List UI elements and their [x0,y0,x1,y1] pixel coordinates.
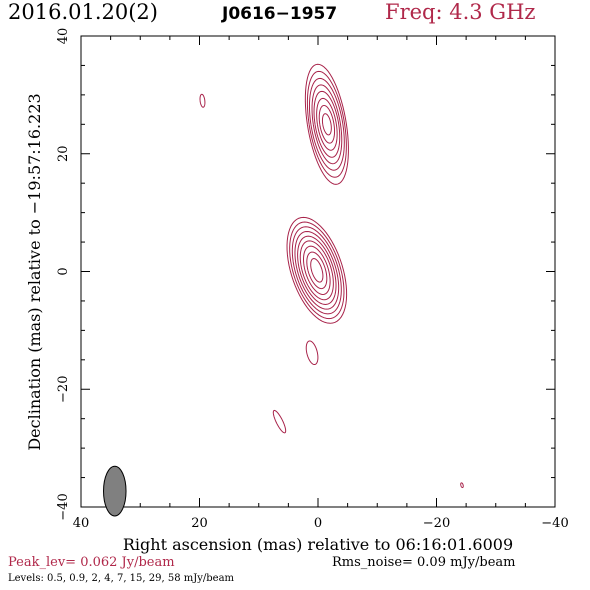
x-tick-label: −20 [423,516,450,531]
contour-component [272,409,287,434]
contour-component [286,216,348,324]
contour-ring [297,235,337,305]
contour-ring [316,97,338,151]
contour-ring [286,216,348,324]
y-tick-label: −20 [56,376,71,403]
contour-lines [199,63,464,489]
contour-ring [460,482,464,489]
contour-ring [321,113,332,136]
contour-levels: Levels: 0.5, 0.9, 2, 4, 7, 15, 29, 58 mJ… [8,573,235,584]
x-tick-label: 40 [73,516,90,531]
beam-ellipse-group [103,465,127,517]
frequency-label: Freq: 4.3 GHz [385,0,536,24]
contour-ring [308,77,345,171]
contour-component [199,93,206,108]
contour-ring [306,70,347,178]
contour-ring [302,245,331,295]
beam-ellipse [103,465,127,517]
contour-ring [313,90,341,158]
contour-component [460,482,464,489]
contour-ring [299,240,334,301]
y-tick-label: −40 [56,493,71,520]
contour-ring [291,226,342,315]
y-axis-label: Declination (mas) relative to −19:57:16.… [25,93,44,450]
axis-ticks [80,35,556,508]
x-tick-label: 20 [191,516,208,531]
source-name: J0616−1957 [222,4,338,24]
x-axis-label: Right ascension (mas) relative to 06:16:… [123,535,513,554]
contour-component [304,63,349,185]
y-tick-label: 0 [56,267,71,275]
x-tick-label: −40 [541,516,568,531]
rms-noise: Rms_noise= 0.09 mJy/beam [332,555,516,570]
contour-ring [310,258,324,283]
contour-ring [272,409,287,434]
observation-date: 2016.01.20(2) [8,0,158,24]
contour-component [305,340,319,366]
axis-tick-labels: 40 20 0 −20 −40 −40 −20 0 20 40 [56,28,569,531]
y-tick-label: 40 [56,28,71,45]
contour-ring [304,63,349,185]
contour-ring [305,340,319,366]
contour-ring [318,104,336,144]
y-tick-label: 20 [56,145,71,162]
contour-ring [289,221,345,320]
x-tick-label: 0 [314,516,322,531]
plot-frame [80,35,556,508]
contour-ring [311,84,343,165]
contour-ring [199,93,206,108]
peak-level: Peak_lev= 0.062 Jy/beam [8,555,175,570]
contour-ring [294,230,340,310]
contour-ring [306,251,328,290]
